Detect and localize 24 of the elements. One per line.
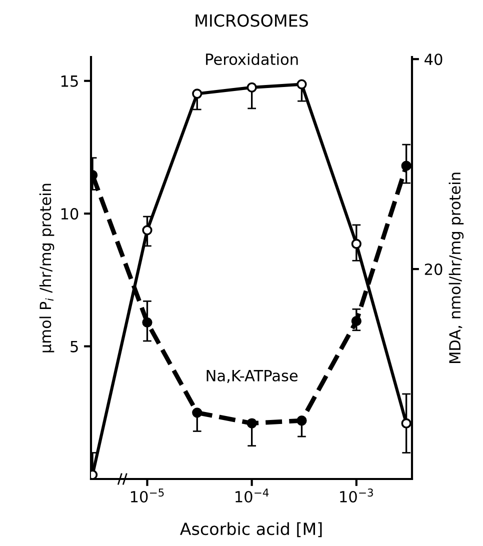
point [246,418,257,428]
x-tick-label: 10$^{−4}$ [236,488,269,503]
point [401,160,412,171]
point [192,88,202,99]
y2-tick-label: 20 [424,264,442,276]
series-label: Peroxidation [206,53,298,66]
x-tick-label: 10$^{−3}$ [340,488,373,503]
y-tick-label: 10 [61,208,78,220]
series-label: Na,K-ATPase [206,370,298,383]
y2-tick-label: 40 [424,54,442,66]
x-axis-title: Ascorbic acid [M] [180,522,322,538]
y-tick-label: 15 [61,76,78,87]
point [401,418,412,428]
chart-title: MICROSOMES [196,14,308,27]
y2-axis-title: MDA, nmol/hr/mg protein [448,172,464,363]
point [142,317,152,328]
point [296,79,307,90]
y-tick-label: 5 [70,340,78,352]
point [142,225,152,236]
point [246,82,257,93]
y-axis-title: μmol P$_{i}$ /hr/mg protein [39,184,54,352]
point [192,408,202,418]
point [296,416,307,426]
x-tick-label: 10$^{−5}$ [130,488,164,503]
